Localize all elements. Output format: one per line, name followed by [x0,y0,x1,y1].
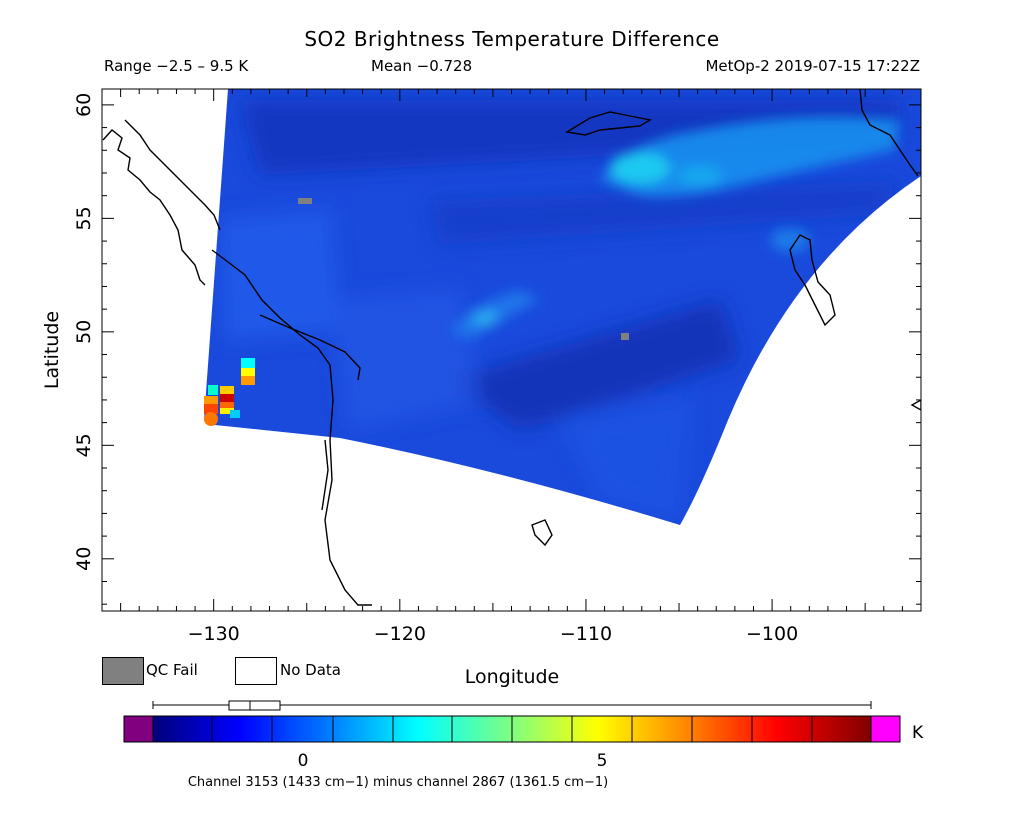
boxplot-box [228,700,281,711]
satellite-time-label: MetOp-2 2019-07-15 17:22Z [705,57,920,75]
map-title: SO2 Brightness Temperature Difference [304,27,720,51]
y-tick-label: 55 [73,206,95,230]
channel-note: Channel 3153 (1433 cm−1) minus channel 2… [188,775,608,790]
colorbar-ticks [211,716,813,742]
qc-fail-label: QC Fail [146,661,198,679]
y-tick-label: 40 [73,547,95,571]
x-axis-label: Longitude [465,666,560,688]
colorbar-overflow [870,715,901,743]
no-data-swatch [235,657,277,685]
swath-layer [102,89,921,606]
coastlines [102,89,921,606]
colorbar-tick-0: 0 [298,751,309,771]
x-tick-labels: −130 −120 −110 −100 [188,623,799,645]
colorbar-underflow [123,715,154,743]
swath-shading [220,100,900,520]
axis-ticks [101,89,922,611]
y-tick-label: 50 [73,320,95,344]
y-tick-label: 45 [73,433,95,457]
qc-fail-pixel [621,333,629,340]
x-tick-label: −120 [374,623,426,645]
mean-label: Mean −0.728 [371,57,473,75]
qc-fail-swatch [102,657,144,685]
y-tick-label: 60 [73,93,95,117]
x-tick-label: −100 [746,623,798,645]
x-tick-label: −110 [560,623,612,645]
qc-fail-pixel [298,198,312,204]
x-tick-label: −130 [188,623,240,645]
y-axis-label: Latitude [41,311,63,389]
range-label: Range −2.5 – 9.5 K [104,57,249,75]
plume-cyan [450,116,900,340]
colorbar-unit: K [912,723,924,743]
colorbar-tick-5: 5 [597,751,608,771]
so2-hotspot [204,358,255,426]
no-data-label: No Data [280,661,341,679]
y-tick-labels: 60 55 50 45 40 [73,93,95,571]
